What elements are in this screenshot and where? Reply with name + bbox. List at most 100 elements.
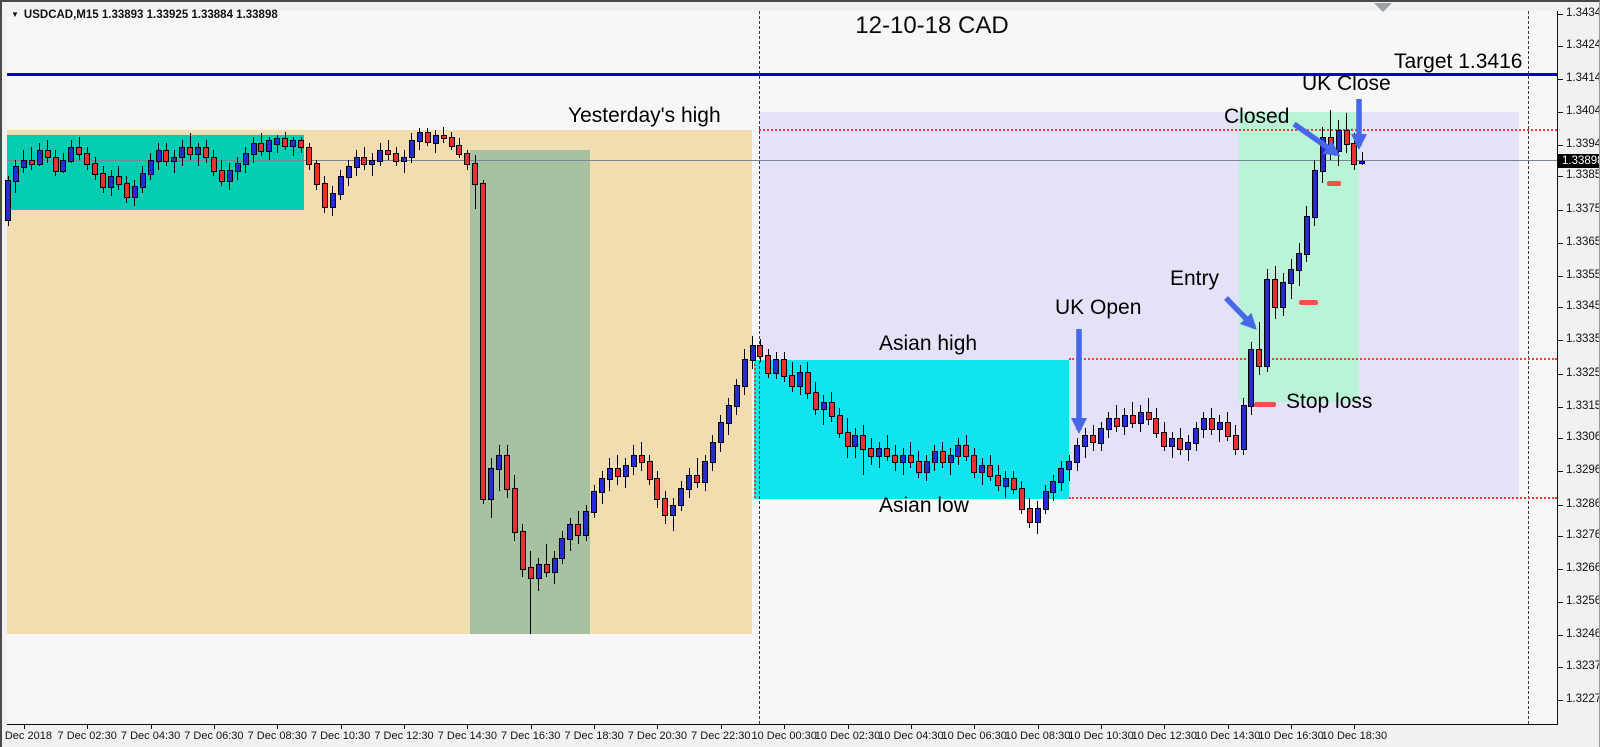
bear-candle	[424, 131, 431, 144]
bear-candle	[1256, 348, 1263, 368]
price-tick-label: 1.33945	[1566, 137, 1599, 150]
bear-candle	[963, 444, 970, 457]
bear-candle	[313, 163, 320, 185]
bull-candle	[5, 179, 11, 222]
bull-candle	[1105, 418, 1112, 431]
time-tick-mark	[1227, 725, 1229, 729]
price-tick-mark	[1558, 340, 1563, 342]
bull-candle	[797, 371, 803, 388]
symbol-dropdown-icon[interactable]: ▼	[11, 10, 19, 19]
bull-candle	[266, 139, 273, 152]
bear-candle	[1153, 418, 1160, 434]
bear-candle	[1026, 507, 1033, 524]
bull-candle	[900, 454, 906, 464]
bear-candle	[995, 474, 1001, 487]
asian-high-line	[1069, 357, 1557, 360]
bear-candle	[519, 531, 526, 570]
bear-candle	[393, 153, 400, 162]
time-tick-label: 10 Dec 18:30	[1321, 730, 1388, 742]
symbol-quote-bar[interactable]: ▼ USDCAD,M15 1.33893 1.33925 1.33884 1.33…	[11, 9, 278, 21]
bear-candle	[282, 138, 289, 147]
bear-candle	[1232, 434, 1239, 451]
price-tick-mark	[1558, 504, 1563, 506]
price-tick-mark	[1558, 14, 1563, 15]
bear-candle	[123, 183, 130, 199]
bull-candle	[1335, 130, 1342, 152]
bear-candle	[1224, 421, 1231, 437]
bull-candle	[226, 169, 233, 182]
stop-loss-label: Stop loss	[1286, 390, 1373, 413]
bear-candle	[1351, 143, 1358, 166]
bear-candle	[84, 153, 91, 166]
bear-candle	[971, 454, 978, 474]
uk-open-label: UK Open	[1055, 296, 1142, 319]
bear-candle	[836, 415, 843, 434]
bear-candle	[543, 564, 550, 573]
time-tick-label: 7 Dec 20:30	[627, 730, 688, 742]
bull-candle	[20, 159, 27, 169]
price-tick-label: 1.33650	[1566, 235, 1599, 248]
bull-candle	[408, 139, 415, 159]
quote-text: USDCAD,M15 1.33893 1.33925 1.33884 1.338…	[23, 9, 278, 21]
bull-candle	[1169, 438, 1176, 447]
time-tick-label: 7 Dec 14:30	[437, 730, 498, 742]
bull-candle	[1002, 478, 1009, 487]
bear-candle	[448, 136, 455, 147]
time-tick-label: 10 Dec 12:30	[1131, 730, 1198, 742]
bull-candle	[1050, 481, 1057, 494]
candle-wick	[546, 544, 548, 578]
candle-wick	[387, 139, 389, 160]
bear-candle	[52, 156, 59, 172]
bull-candle	[606, 468, 613, 480]
time-tick-mark	[784, 725, 786, 729]
bull-candle	[1240, 405, 1247, 451]
bull-candle	[1074, 444, 1081, 464]
time-tick-mark	[467, 725, 469, 729]
price-tick-label: 1.32765	[1566, 529, 1599, 541]
candle-wick	[910, 441, 912, 468]
time-tick-label: 7 Dec 06:30	[184, 730, 244, 742]
bull-candle	[979, 464, 986, 474]
candle-wick	[189, 133, 191, 160]
time-tick-label: 7 Dec 18:30	[564, 730, 624, 742]
bear-candle	[1129, 415, 1136, 424]
bull-candle	[709, 441, 716, 464]
bear-candle	[765, 355, 772, 374]
price-tick-label: 1.33750	[1566, 202, 1599, 215]
bear-candle	[646, 461, 653, 480]
bull-candle	[416, 131, 423, 142]
bear-candle	[504, 454, 510, 490]
bull-candle	[377, 149, 384, 162]
price-tick-label: 1.33455	[1566, 300, 1599, 313]
bear-candle	[1272, 279, 1279, 308]
current-price-tag: 1.33898	[1558, 153, 1599, 168]
bull-candle	[139, 173, 146, 189]
candle-wick	[1361, 151, 1363, 166]
bull-candle	[773, 358, 780, 374]
time-tick-mark	[1037, 725, 1039, 729]
bull-candle	[274, 138, 281, 146]
bear-candle	[575, 524, 582, 537]
bull-candle	[559, 537, 566, 560]
bear-candle	[1327, 136, 1334, 152]
bull-candle	[171, 156, 178, 162]
bull-candle	[195, 146, 202, 156]
bull-candle	[36, 149, 43, 166]
bull-candle	[1288, 269, 1294, 285]
uk-close-label: UK Close	[1302, 72, 1391, 95]
asian-low-line	[1069, 496, 1557, 499]
bear-candle	[1161, 431, 1168, 447]
time-tick-label: 10 Dec 06:30	[941, 730, 1007, 742]
bear-candle	[757, 345, 764, 358]
scroll-to-end-icon[interactable]	[1374, 3, 1392, 12]
time-tick-mark	[87, 725, 89, 729]
trail-stop-mark-1	[1299, 300, 1318, 305]
time-tick-mark	[23, 725, 25, 729]
bear-candle	[76, 146, 83, 156]
time-tick-label: 7 Dec 02:30	[57, 730, 117, 742]
bear-candle	[1343, 130, 1350, 146]
yesterdays-high-line	[759, 128, 1557, 131]
time-tick-mark	[594, 725, 596, 729]
bear-candle	[915, 461, 922, 474]
current-price-line	[7, 160, 1557, 162]
